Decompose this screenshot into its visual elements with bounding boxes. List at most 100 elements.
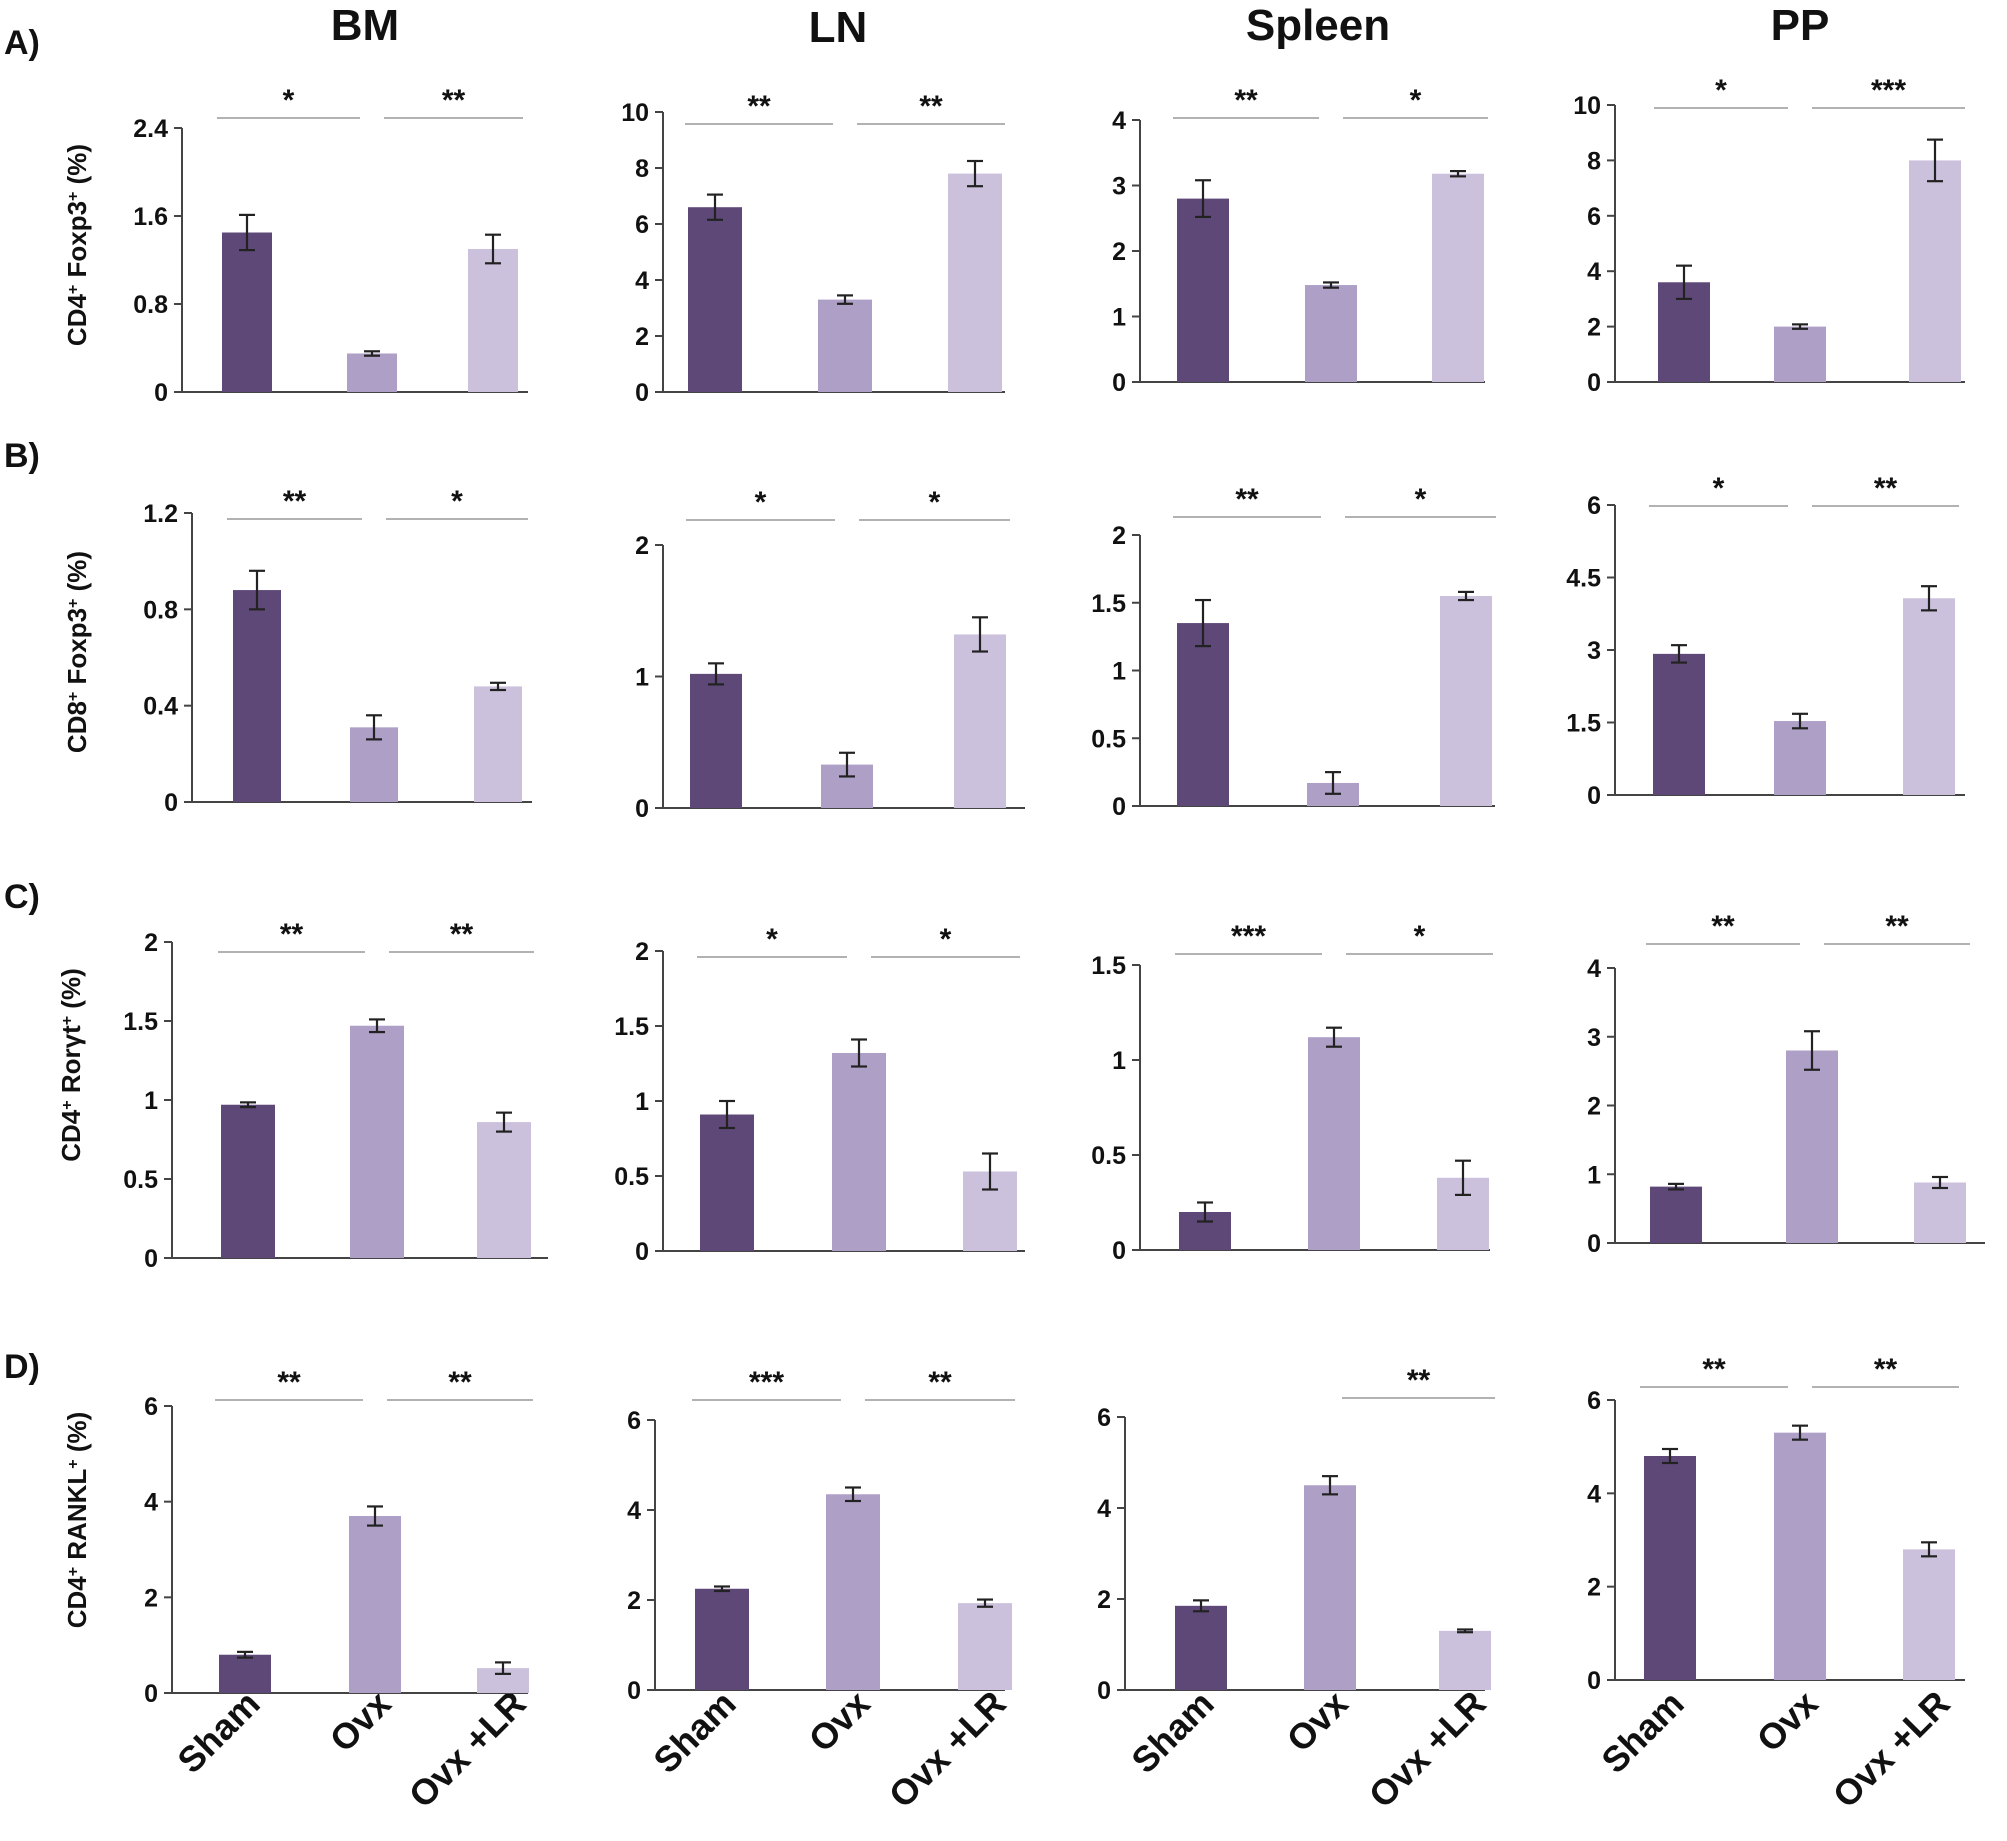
error-bar <box>714 1585 730 1593</box>
bar-chart-panel: 0 2 4 6 ** <box>1097 1364 1495 1705</box>
error-bar <box>1326 1026 1342 1048</box>
error-bar <box>237 1650 253 1659</box>
y-tick-label: 1.5 <box>614 1013 649 1041</box>
y-tick-label: 6 <box>1097 1404 1111 1432</box>
bar-ovx <box>1774 326 1826 382</box>
bar-ovx-lr <box>954 634 1006 808</box>
y-tick-label: 4 <box>1112 107 1126 135</box>
error-bar <box>982 1152 998 1191</box>
error-bar <box>845 1486 861 1503</box>
error-bar <box>249 569 265 611</box>
error-bar <box>490 681 506 692</box>
bar-ovx-lr <box>1439 1630 1491 1690</box>
significance-stars: * <box>451 485 463 518</box>
error-bar <box>1921 1541 1937 1558</box>
x-label-ovx-lr: Ovx +LR <box>881 1683 1014 1816</box>
error-bar <box>485 233 501 265</box>
error-bar <box>1195 598 1211 648</box>
y-tick-label: 4 <box>1097 1495 1111 1523</box>
x-label-ovx: Ovx <box>1749 1683 1826 1760</box>
y-tick-label: 0 <box>164 789 178 817</box>
error-bar <box>1457 1628 1473 1634</box>
x-label-ovx-lr: Ovx +LR <box>1825 1683 1958 1816</box>
bar-ovx-lr <box>958 1603 1012 1690</box>
y-axis-label-row-d: CD4+ RANKL+ (%) <box>62 1412 92 1629</box>
error-bar <box>719 1099 735 1130</box>
y-tick-label: 0.8 <box>133 291 168 319</box>
y-tick-label: 0 <box>144 1245 158 1273</box>
bar-chart-panel: 0 0.5 1 1.5 2 ** ** <box>123 918 548 1273</box>
bar-ovx <box>832 1053 886 1251</box>
significance-stars: ** <box>1702 1353 1726 1386</box>
x-label-sham: Sham <box>645 1683 743 1781</box>
bar-ovx-lr <box>948 173 1002 392</box>
significance-stars: ** <box>1407 1364 1431 1397</box>
row-label-c: C) <box>4 878 40 916</box>
error-bar <box>837 294 853 305</box>
bar-ovx <box>350 1025 404 1258</box>
bar-ovx-lr <box>1903 1549 1955 1680</box>
y-axis-label-row-a: CD4+ Foxp3+ (%) <box>62 144 92 346</box>
y-tick-label: 6 <box>1587 1387 1601 1415</box>
y-tick-label: 0 <box>1587 1667 1601 1695</box>
y-tick-label: 3 <box>1112 173 1126 201</box>
y-tick-label: 2 <box>1112 522 1126 550</box>
significance-stars: * <box>1715 74 1727 107</box>
error-bar <box>496 1111 512 1133</box>
y-tick-label: 1 <box>1587 1161 1601 1189</box>
y-tick-label: 0 <box>1097 1677 1111 1705</box>
error-bar <box>972 616 988 653</box>
y-tick-label: 2 <box>635 323 649 351</box>
error-bar <box>977 1598 993 1608</box>
y-tick-label: 1 <box>635 664 649 692</box>
y-tick-label: 0 <box>144 1680 158 1708</box>
significance-stars: ** <box>919 90 943 123</box>
x-label-sham: Sham <box>169 1683 267 1781</box>
x-label-ovx: Ovx <box>801 1683 878 1760</box>
error-bar <box>364 350 380 357</box>
bar-sham <box>222 232 272 392</box>
error-bar <box>1450 169 1466 178</box>
error-bar <box>367 1505 383 1527</box>
bar-ovx <box>1305 285 1357 382</box>
error-bar <box>839 751 855 778</box>
significance-stars: ** <box>1874 1353 1898 1386</box>
y-tick-label: 4 <box>1587 1480 1601 1508</box>
significance-stars: ** <box>747 90 771 123</box>
bar-ovx <box>1308 1037 1360 1250</box>
y-tick-label: 1.5 <box>1091 952 1126 980</box>
bar-ovx-lr <box>1914 1182 1966 1243</box>
significance-stars: * <box>1415 483 1427 516</box>
bar-ovx <box>1304 1485 1356 1690</box>
error-bar <box>1193 1599 1209 1613</box>
error-bar <box>708 662 724 686</box>
y-tick-label: 3 <box>1587 637 1601 665</box>
bar-sham <box>690 673 742 808</box>
x-label-ovx-lr: Ovx +LR <box>401 1683 534 1816</box>
significance-stars: ** <box>283 485 307 518</box>
x-label-ovx-lr: Ovx +LR <box>1361 1683 1494 1816</box>
y-tick-label: 3 <box>1587 1024 1601 1052</box>
bar-ovx <box>1774 1432 1826 1680</box>
bar-ovx <box>349 1516 401 1693</box>
y-tick-label: 0 <box>635 795 649 823</box>
row-label-d: D) <box>4 1348 40 1386</box>
x-label-sham: Sham <box>1123 1683 1221 1781</box>
significance-stars: ** <box>448 1366 472 1399</box>
bar-sham <box>1644 1456 1696 1680</box>
x-label-ovx: Ovx <box>322 1683 399 1760</box>
y-tick-label: 6 <box>144 1393 158 1421</box>
error-bar <box>851 1038 867 1068</box>
bar-chart-panel: 0 1 2 * * <box>635 486 1025 823</box>
error-bar <box>1322 1475 1338 1496</box>
bar-sham <box>219 1654 271 1693</box>
y-tick-label: 1 <box>144 1087 158 1115</box>
x-category-labels: Sham Ovx Ovx +LR Sham Ovx Ovx +LR Sham O… <box>169 1683 1957 1816</box>
column-title-spleen: Spleen <box>1246 1 1390 50</box>
bar-ovx-lr <box>1432 173 1484 382</box>
y-tick-label: 2 <box>144 929 158 957</box>
y-tick-label: 4 <box>144 1489 158 1517</box>
